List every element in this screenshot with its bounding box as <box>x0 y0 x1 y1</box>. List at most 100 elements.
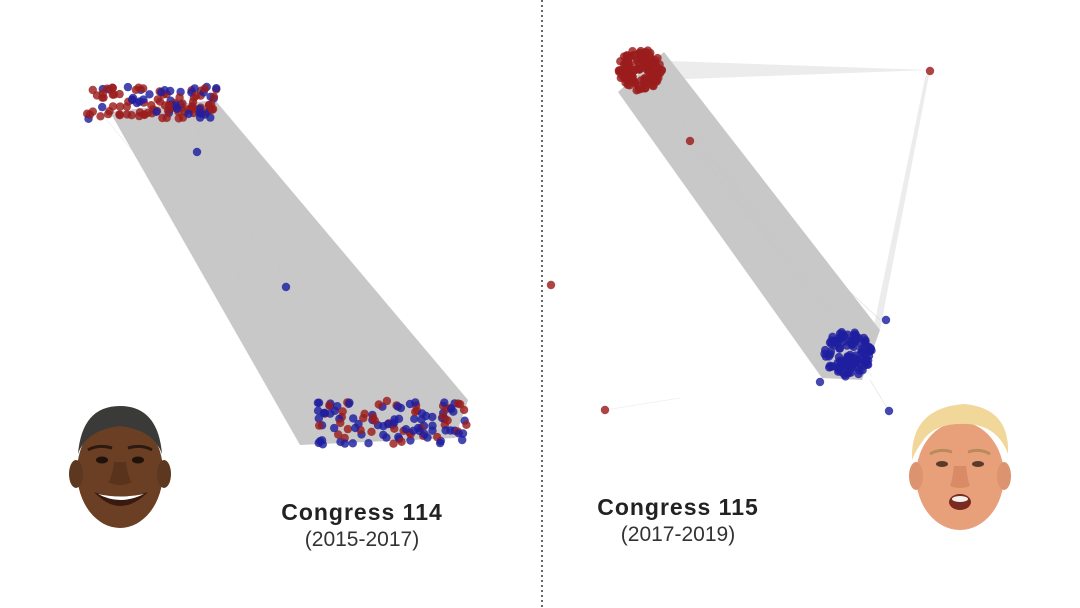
senator-node <box>390 415 399 424</box>
senator-node <box>379 430 388 440</box>
senator-node <box>652 76 662 86</box>
senator-node <box>884 406 894 416</box>
senator-node <box>410 414 419 423</box>
senator-node <box>325 401 334 410</box>
senator-node <box>815 377 825 387</box>
senator-node <box>441 426 450 435</box>
panel-title: Congress 115 <box>597 494 759 520</box>
senator-node <box>336 418 345 428</box>
senator-node <box>390 424 399 433</box>
senator-node <box>340 439 350 448</box>
senator-node <box>848 339 857 348</box>
senator-node <box>428 412 437 422</box>
edges-congress-114 <box>104 94 468 445</box>
senator-node <box>333 402 342 411</box>
senator-node <box>313 406 323 415</box>
senator-node <box>652 68 661 78</box>
senator-node <box>627 76 637 86</box>
senator-node <box>449 407 458 416</box>
senator-node <box>206 113 215 122</box>
senator-node <box>345 398 354 407</box>
senator-node <box>438 412 448 421</box>
senator-node <box>171 100 180 110</box>
senator-node <box>458 435 467 445</box>
senator-node <box>204 101 214 110</box>
senator-node <box>174 114 183 123</box>
senator-node <box>192 147 202 157</box>
senator-node <box>643 64 652 74</box>
senator-node <box>462 420 471 429</box>
senator-node <box>614 67 624 77</box>
senator-node <box>122 102 131 111</box>
senator-node <box>157 88 166 97</box>
senator-node <box>123 82 133 92</box>
senator-node <box>453 399 463 408</box>
senator-node <box>423 433 432 442</box>
panel-title: Congress 114 <box>281 499 443 525</box>
senator-node <box>856 339 866 348</box>
senator-node <box>166 86 175 96</box>
senator-node <box>635 65 645 74</box>
senator-node <box>122 110 132 119</box>
senator-node <box>846 361 855 370</box>
senator-node <box>411 407 420 416</box>
senator-node <box>600 405 610 415</box>
senator-node <box>152 107 161 117</box>
senator-node <box>826 347 836 356</box>
senator-node <box>393 402 402 411</box>
senator-node <box>315 421 324 430</box>
senator-node <box>383 419 393 429</box>
senator-node <box>209 92 219 102</box>
senator-node <box>428 421 437 430</box>
senator-node <box>115 89 124 99</box>
senator-node <box>860 349 869 359</box>
senator-node <box>349 414 358 423</box>
edges-congress-115 <box>604 52 930 412</box>
senator-node <box>628 47 637 56</box>
senator-node <box>413 423 423 433</box>
senator-node <box>338 407 347 416</box>
caption-congress-115: Congress 115 (2017-2019) <box>578 494 778 547</box>
senator-node <box>348 439 357 448</box>
obama-portrait <box>69 406 171 528</box>
senator-node <box>367 427 376 436</box>
senator-node <box>368 413 378 422</box>
senator-node <box>98 102 107 112</box>
senator-node <box>158 113 167 123</box>
senator-node <box>131 85 141 95</box>
caption-congress-114: Congress 114 (2015-2017) <box>262 499 462 552</box>
senator-node <box>317 436 327 445</box>
senator-node <box>195 104 204 114</box>
senator-node <box>546 280 556 290</box>
senator-node <box>397 437 406 446</box>
senator-node <box>178 99 187 108</box>
panel-years: (2015-2017) <box>304 528 420 551</box>
senator-node <box>104 109 113 119</box>
senator-node <box>401 425 411 434</box>
senator-node <box>685 136 695 146</box>
senator-node <box>623 55 633 64</box>
senator-node <box>382 396 392 406</box>
senator-node <box>837 328 846 337</box>
senator-node <box>640 74 649 83</box>
senator-node <box>200 84 209 93</box>
senator-node <box>85 110 95 119</box>
senator-node <box>459 405 469 415</box>
senator-node <box>421 411 431 421</box>
senator-node <box>334 430 343 439</box>
senator-node <box>406 436 415 445</box>
senator-node <box>632 86 641 95</box>
senator-node <box>827 336 836 345</box>
senator-node <box>435 438 445 448</box>
senator-node <box>192 91 201 101</box>
senator-node <box>135 97 144 106</box>
senator-node <box>641 83 650 93</box>
senator-node <box>212 84 221 93</box>
senator-node <box>108 102 118 111</box>
senator-node <box>145 90 154 99</box>
senator-node <box>135 111 144 121</box>
senator-node <box>853 355 862 364</box>
senator-node <box>184 109 193 119</box>
senator-node <box>624 67 633 77</box>
